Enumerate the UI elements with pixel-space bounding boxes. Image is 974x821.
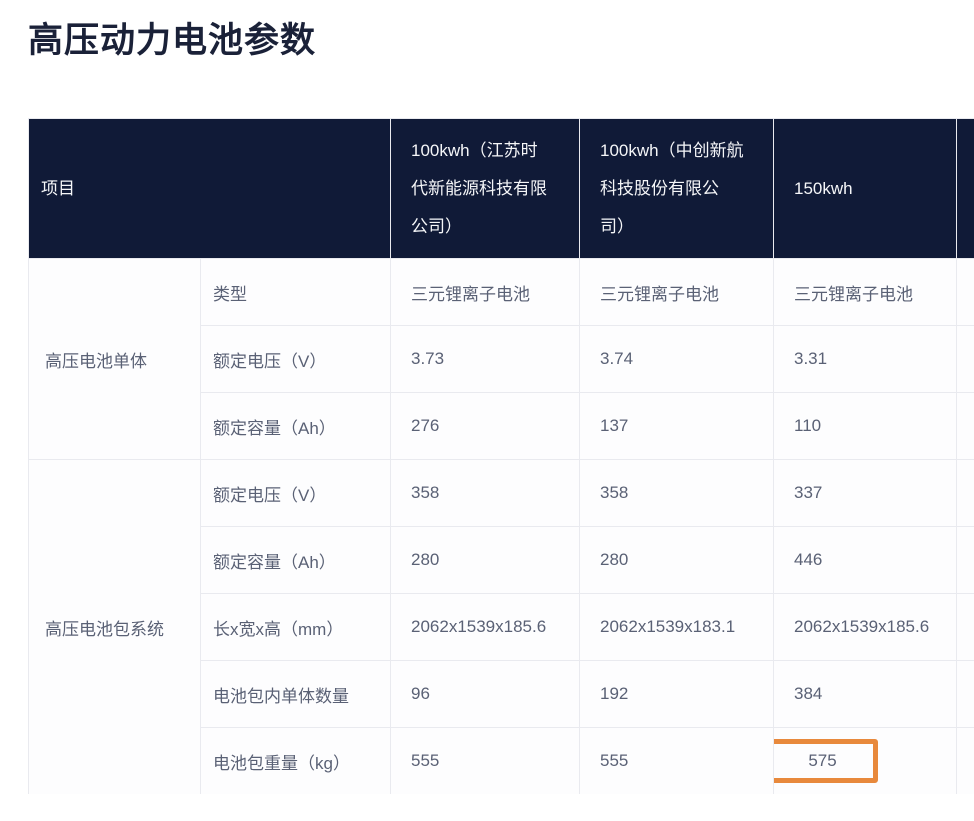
value-cell-cutoff	[956, 593, 974, 661]
value-cell: 280	[579, 526, 774, 594]
table-row: 额定容量（Ah） 280 280 446	[29, 526, 974, 594]
value-cell-cutoff	[956, 526, 974, 594]
group-cell-cell-unit: 高压电池单体	[28, 258, 201, 460]
value-cell: 三元锂离子电池	[579, 258, 774, 326]
value-cell: 137	[579, 392, 774, 460]
value-cell: 337	[773, 459, 957, 527]
battery-spec-table: 项目 100kwh（江苏时代新能源科技有限公司） 100kwh（中创新航科技股份…	[28, 118, 974, 794]
value-cell: 280	[390, 526, 580, 594]
table-row: 长x宽x高（mm） 2062x1539x185.6 2062x1539x183.…	[29, 593, 974, 661]
value-cell: 358	[390, 459, 580, 527]
highlight-annotation-box: 575	[774, 739, 878, 783]
value-cell: 110	[773, 392, 957, 460]
value-cell: 276	[390, 392, 580, 460]
value-cell: 555	[579, 727, 774, 794]
header-cell-cutoff	[956, 118, 974, 259]
header-cell-item: 项目	[28, 118, 391, 259]
value-cell: 358	[579, 459, 774, 527]
page-title: 高压动力电池参数	[28, 21, 317, 60]
value-cell-cutoff	[956, 325, 974, 393]
row-label-cell: 类型	[200, 258, 391, 326]
value-cell: 446	[773, 526, 957, 594]
table-row: 电池包内单体数量 96 192 384	[29, 660, 974, 728]
row-label-cell: 长x宽x高（mm）	[200, 593, 391, 661]
header-cell-150kwh: 150kwh	[773, 118, 957, 259]
spec-table-wrapper: 项目 100kwh（江苏时代新能源科技有限公司） 100kwh（中创新航科技股份…	[28, 118, 974, 794]
table-row: 额定电压（V） 3.73 3.74 3.31	[29, 325, 974, 393]
value-cell: 575	[773, 727, 957, 794]
value-cell: 96	[390, 660, 580, 728]
value-cell-cutoff	[956, 660, 974, 728]
value-cell: 三元锂离子电池	[773, 258, 957, 326]
value-cell: 2062x1539x185.6	[773, 593, 957, 661]
row-label-cell: 电池包重量（kg）	[200, 727, 391, 794]
value-cell: 192	[579, 660, 774, 728]
value-cell: 384	[773, 660, 957, 728]
header-row: 项目 100kwh（江苏时代新能源科技有限公司） 100kwh（中创新航科技股份…	[28, 118, 974, 259]
value-cell: 3.73	[390, 325, 580, 393]
value-cell-cutoff	[956, 258, 974, 326]
value-cell-cutoff	[956, 727, 974, 794]
row-label-cell: 额定电压（V）	[200, 325, 391, 393]
value-cell-cutoff	[956, 392, 974, 460]
table-row: 电池包重量（kg） 555 555 575	[29, 727, 974, 794]
table-row: 高压电池单体 类型 三元锂离子电池 三元锂离子电池 三元锂离子电池	[28, 258, 974, 460]
value-cell: 三元锂离子电池	[390, 258, 580, 326]
value-cell: 3.31	[773, 325, 957, 393]
table-row: 高压电池包系统 额定电压（V） 358 358 337	[28, 459, 974, 794]
row-label-cell: 电池包内单体数量	[200, 660, 391, 728]
value-cell: 3.74	[579, 325, 774, 393]
value-cell: 555	[390, 727, 580, 794]
row-label-cell: 额定电压（V）	[200, 459, 391, 527]
table-row: 额定容量（Ah） 276 137 110	[29, 392, 974, 460]
header-cell-100kwh-jiangsu: 100kwh（江苏时代新能源科技有限公司）	[390, 118, 580, 259]
group-cell-pack-system: 高压电池包系统	[28, 459, 201, 794]
value-cell-cutoff	[956, 459, 974, 527]
value-cell: 2062x1539x183.1	[579, 593, 774, 661]
row-label-cell: 额定容量（Ah）	[200, 526, 391, 594]
value-cell: 2062x1539x185.6	[390, 593, 580, 661]
row-label-cell: 额定容量（Ah）	[200, 392, 391, 460]
header-cell-100kwh-zhongchuangxinhang: 100kwh（中创新航科技股份有限公司）	[579, 118, 774, 259]
